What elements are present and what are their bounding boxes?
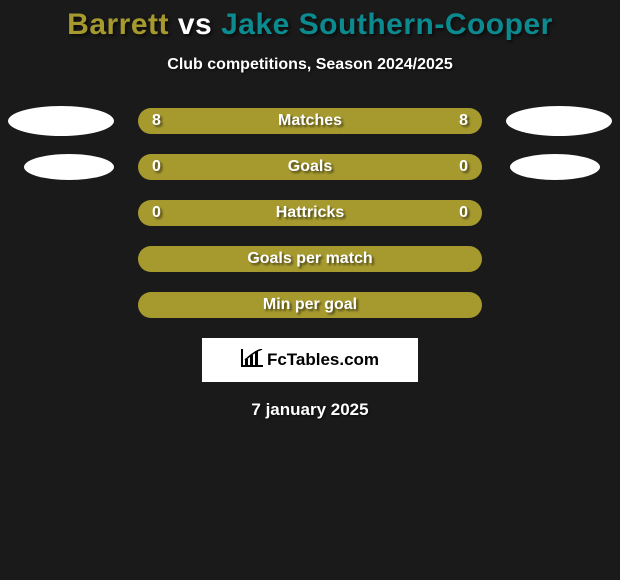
stat-bar: 8Matches8 <box>138 108 482 134</box>
stat-bar: 0Goals0 <box>138 154 482 180</box>
player1-avatar <box>8 106 114 136</box>
stat-row: Min per goal <box>0 292 620 318</box>
stat-bar: 0Hattricks0 <box>138 200 482 226</box>
barchart-icon <box>241 349 263 372</box>
logo: FcTables.com <box>241 349 379 372</box>
comparison-card: Barrett vs Jake Southern-Cooper Club com… <box>0 0 620 420</box>
stat-row: 8Matches8 <box>0 108 620 134</box>
vs-label: vs <box>178 8 212 41</box>
stat-value-right: 0 <box>459 154 468 180</box>
stat-label: Goals per match <box>138 246 482 272</box>
player1-name: Barrett <box>67 8 169 41</box>
stat-rows: 8Matches80Goals00Hattricks0Goals per mat… <box>0 108 620 318</box>
player2-avatar <box>506 106 612 136</box>
player1-avatar <box>24 154 114 180</box>
logo-box: FcTables.com <box>202 338 418 382</box>
stat-label: Min per goal <box>138 292 482 318</box>
stat-bar: Min per goal <box>138 292 482 318</box>
stat-value-right: 8 <box>459 108 468 134</box>
subtitle: Club competitions, Season 2024/2025 <box>0 56 620 74</box>
stat-bar: Goals per match <box>138 246 482 272</box>
page-title: Barrett vs Jake Southern-Cooper <box>0 8 620 42</box>
stat-row: 0Hattricks0 <box>0 200 620 226</box>
stat-label: Matches <box>138 108 482 134</box>
stat-value-right: 0 <box>459 200 468 226</box>
stat-row: 0Goals0 <box>0 154 620 180</box>
stat-label: Hattricks <box>138 200 482 226</box>
player2-avatar <box>510 154 600 180</box>
stat-label: Goals <box>138 154 482 180</box>
date-label: 7 january 2025 <box>0 400 620 420</box>
stat-row: Goals per match <box>0 246 620 272</box>
player2-name: Jake Southern-Cooper <box>221 8 553 41</box>
logo-text: FcTables.com <box>267 350 379 370</box>
